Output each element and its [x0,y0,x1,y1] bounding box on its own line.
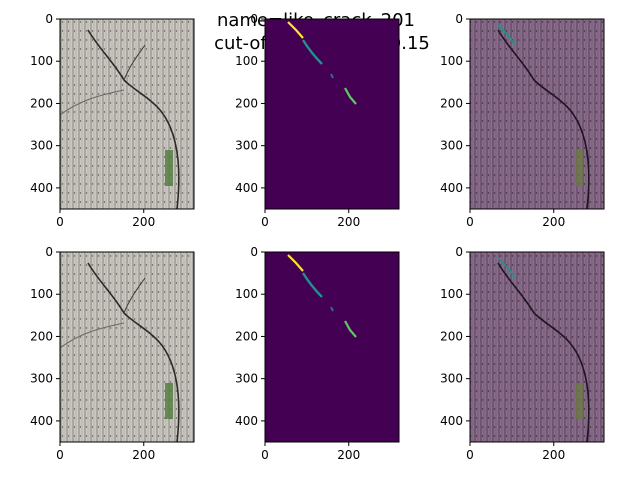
y-tick-label: 100 [440,287,463,301]
y-tick-label: 300 [30,139,53,153]
x-tick-label: 0 [261,448,269,462]
panel-bottom-left [59,251,195,443]
y-tick-label: 300 [30,372,53,386]
x-tick-label: 200 [337,448,360,462]
axes-frame [469,18,605,210]
y-tick-label: 300 [235,372,258,386]
x-tick-label: 200 [542,215,565,229]
y-tick-label: 200 [30,329,53,343]
y-tick-label: 0 [455,245,463,259]
y-tick-label: 0 [250,245,258,259]
x-tick-label: 200 [132,215,155,229]
y-tick-label: 200 [235,96,258,110]
y-tick-label: 400 [30,414,53,428]
y-tick-label: 200 [30,96,53,110]
y-tick-label: 100 [235,54,258,68]
y-tick-label: 200 [440,96,463,110]
y-tick-label: 100 [30,54,53,68]
x-tick-label: 0 [56,448,64,462]
mask-background [265,19,399,209]
panel-bottom-middle [264,251,400,443]
y-tick-label: 300 [235,139,258,153]
vegetation-patch [165,383,173,419]
y-tick-label: 300 [440,372,463,386]
mask-highlight [287,21,304,39]
y-tick-label: 400 [440,181,463,195]
y-tick-label: 400 [440,414,463,428]
axes-frame [59,18,195,210]
y-tick-label: 400 [30,181,53,195]
crack-line [497,29,590,210]
axis-ticks: 0 100 200 300 400 0 200 0 100 200 300 400 0 200 0 100 20… [30,12,565,462]
y-tick-label: 300 [440,139,463,153]
y-tick-label: 100 [235,287,258,301]
mask-segment [301,39,323,65]
mask-segment [344,320,357,338]
crack-photo-image [60,19,194,209]
overlay-image [470,19,604,209]
panel-top-middle [264,18,400,210]
y-tick-label: 400 [235,181,258,195]
x-tick-label: 200 [542,448,565,462]
y-tick-label: 0 [455,12,463,26]
panel-bottom-right [469,251,605,443]
axes-frame [264,251,400,443]
panel-top-right [469,18,605,210]
x-tick-label: 200 [132,448,155,462]
mask-segment [301,272,323,298]
overlay-image [470,252,604,442]
crack-line [87,262,180,443]
axes-frame [264,18,400,210]
y-tick-label: 0 [45,245,53,259]
x-tick-label: 200 [337,215,360,229]
axes-frame [469,251,605,443]
crack-line [497,262,590,443]
axes-frame [59,251,195,443]
x-tick-label: 0 [261,215,269,229]
crack-line [87,29,180,210]
mask-background [265,252,399,442]
y-tick-label: 400 [235,414,258,428]
mask-segment [344,87,357,105]
y-tick-label: 100 [440,54,463,68]
panel-top-left [59,18,195,210]
vegetation-patch [165,150,173,186]
y-tick-label: 200 [440,329,463,343]
y-tick-label: 200 [235,329,258,343]
x-tick-label: 0 [56,215,64,229]
x-tick-label: 0 [466,448,474,462]
crack-photo-image [60,252,194,442]
mask-highlight [287,254,304,272]
y-tick-label: 100 [30,287,53,301]
y-tick-label: 0 [250,12,258,26]
x-tick-label: 0 [466,215,474,229]
y-tick-label: 0 [45,12,53,26]
